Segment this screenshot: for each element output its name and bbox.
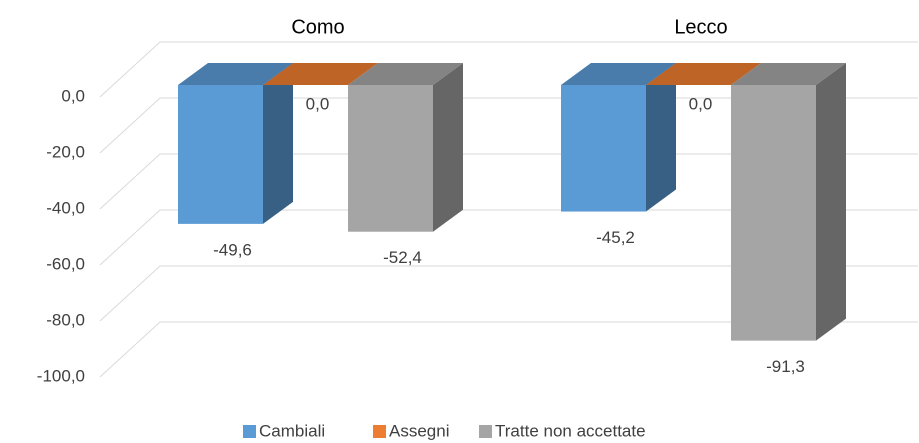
legend-swatch xyxy=(243,425,256,438)
legend-swatch xyxy=(479,425,492,438)
grid-line xyxy=(99,321,918,378)
legend-label: Cambiali xyxy=(259,421,325,440)
y-tick-label: -100,0 xyxy=(37,366,85,385)
value-label: -49,6 xyxy=(213,240,252,259)
bar xyxy=(178,85,263,224)
value-label: -91,3 xyxy=(766,357,805,376)
bar xyxy=(561,85,646,212)
value-label: 0,0 xyxy=(306,94,330,113)
bar-side xyxy=(816,63,846,341)
bar-side xyxy=(263,63,293,224)
bar-top xyxy=(731,63,846,85)
grid-line xyxy=(99,209,918,266)
category-label: Lecco xyxy=(674,16,727,38)
bar xyxy=(731,85,816,341)
legend-swatch xyxy=(373,425,386,438)
value-label: -45,2 xyxy=(596,228,635,247)
value-label: -52,4 xyxy=(383,248,422,267)
y-tick-label: -40,0 xyxy=(46,198,85,217)
legend-label: Tratte non accettate xyxy=(495,421,646,440)
grid-line xyxy=(99,265,918,322)
bar-top xyxy=(646,63,761,85)
bar-side xyxy=(646,63,676,212)
y-tick-label: -60,0 xyxy=(46,254,85,273)
y-tick-label: -20,0 xyxy=(46,142,85,161)
bar-top xyxy=(263,63,378,85)
category-label: Como xyxy=(291,16,344,38)
bar-top xyxy=(561,63,676,85)
legend-label: Assegni xyxy=(389,421,449,440)
bar xyxy=(348,85,433,232)
bar-top xyxy=(348,63,463,85)
value-label: 0,0 xyxy=(689,94,713,113)
bar-side xyxy=(433,63,463,232)
y-tick-label: -80,0 xyxy=(46,310,85,329)
grid-line xyxy=(99,41,918,98)
bar-top xyxy=(178,63,293,85)
y-tick-label: 0,0 xyxy=(61,86,85,105)
